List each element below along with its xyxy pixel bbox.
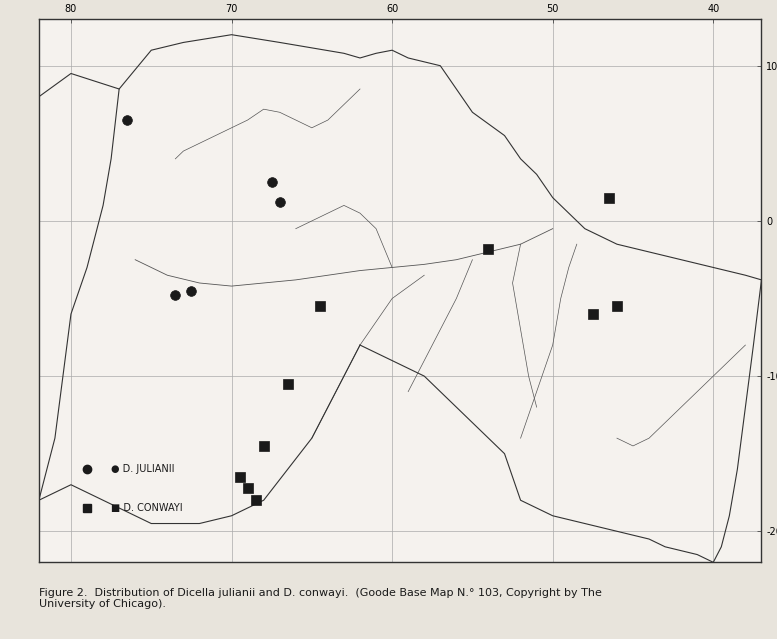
Text: ■ D. CONWAYI: ■ D. CONWAYI [111, 503, 183, 513]
Text: Figure 2.  Distribution of Dicella julianii and D. conwayi.  (Goode Base Map N.°: Figure 2. Distribution of Dicella julian… [39, 588, 601, 610]
Text: ● D. JULIANII: ● D. JULIANII [111, 464, 175, 474]
